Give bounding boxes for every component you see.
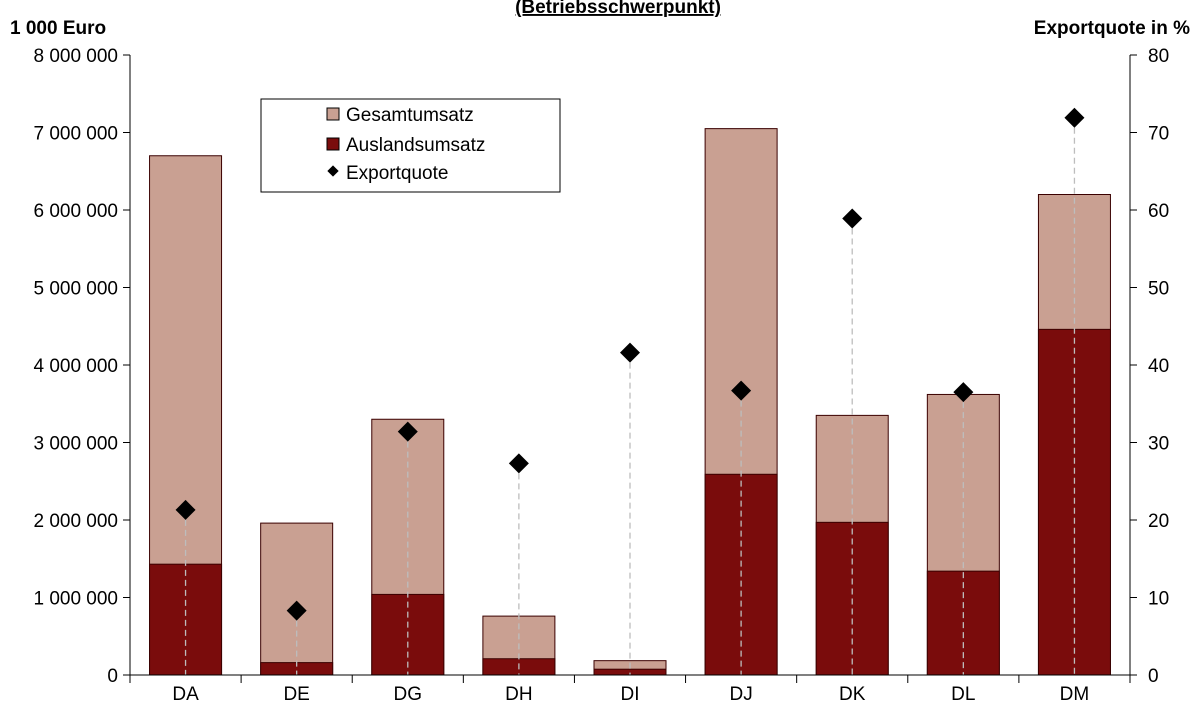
legend-swatch-gesamtumsatz	[326, 107, 340, 121]
category-label-dg: DG	[394, 684, 423, 705]
left-tick-label: 7 000 000	[33, 124, 118, 145]
legend-label-exportquote: Exportquote	[346, 163, 448, 184]
right-tick-label: 0	[1148, 666, 1159, 687]
legend-label-gesamtumsatz: Gesamtumsatz	[346, 105, 474, 126]
category-label-de: DE	[283, 684, 309, 705]
left-tick-label: 6 000 000	[33, 201, 118, 222]
marker-exportquote-dk	[842, 208, 863, 229]
right-tick-label: 60	[1148, 201, 1169, 222]
right-tick-label: 20	[1148, 511, 1169, 532]
legend-swatch-auslandsumsatz	[326, 137, 340, 151]
right-tick-label: 10	[1148, 589, 1169, 610]
marker-exportquote-dj	[731, 380, 752, 401]
left-tick-label: 3 000 000	[33, 434, 118, 455]
markers-layer	[175, 107, 1085, 621]
legend-label-auslandsumsatz: Auslandsumsatz	[346, 135, 485, 156]
category-label-dm: DM	[1060, 684, 1090, 705]
droplines-layer	[184, 117, 1076, 675]
category-label-dh: DH	[505, 684, 532, 705]
right-tick-label: 70	[1148, 124, 1169, 145]
right-tick-label: 40	[1148, 356, 1169, 377]
left-tick-label: 2 000 000	[33, 511, 118, 532]
right-axis-title: Exportquote in %	[1034, 18, 1190, 39]
left-tick-label: 4 000 000	[33, 356, 118, 377]
marker-exportquote-di	[620, 342, 640, 363]
axes-layer: DA DE DG DH DI DJ DK DL DM 0 1 000 000 2 000 000 3 0…	[33, 46, 1169, 705]
legend-marker-exportquote	[327, 165, 339, 177]
category-label-dk: DK	[839, 684, 866, 705]
left-tick-label: 1 000 000	[33, 589, 118, 610]
marker-exportquote-da	[175, 499, 196, 520]
legend: Gesamtumsatz Auslandsumsatz Exportquote	[260, 98, 561, 193]
left-tick-label: 5 000 000	[33, 279, 118, 300]
category-label-da: DA	[172, 684, 199, 705]
bar-gesamtumsatz-de	[260, 522, 334, 676]
right-tick-label: 30	[1148, 434, 1169, 455]
right-tick-label: 80	[1148, 46, 1169, 67]
marker-exportquote-dg	[397, 421, 418, 442]
left-tick-label: 8 000 000	[33, 46, 118, 67]
left-axis-title: 1 000 Euro	[10, 18, 106, 39]
category-label-dj: DJ	[729, 684, 752, 705]
marker-exportquote-de	[286, 600, 307, 621]
left-tick-label: 0	[107, 666, 118, 687]
category-label-dl: DL	[951, 684, 975, 705]
right-tick-label: 50	[1148, 279, 1169, 300]
legend-box	[260, 98, 561, 193]
category-label-di: DI	[621, 684, 640, 705]
chart-title: (Betriebsschwerpunkt)	[515, 0, 721, 18]
marker-exportquote-dm	[1064, 107, 1085, 128]
marker-exportquote-dl	[953, 382, 974, 403]
marker-exportquote-dh	[508, 453, 529, 474]
